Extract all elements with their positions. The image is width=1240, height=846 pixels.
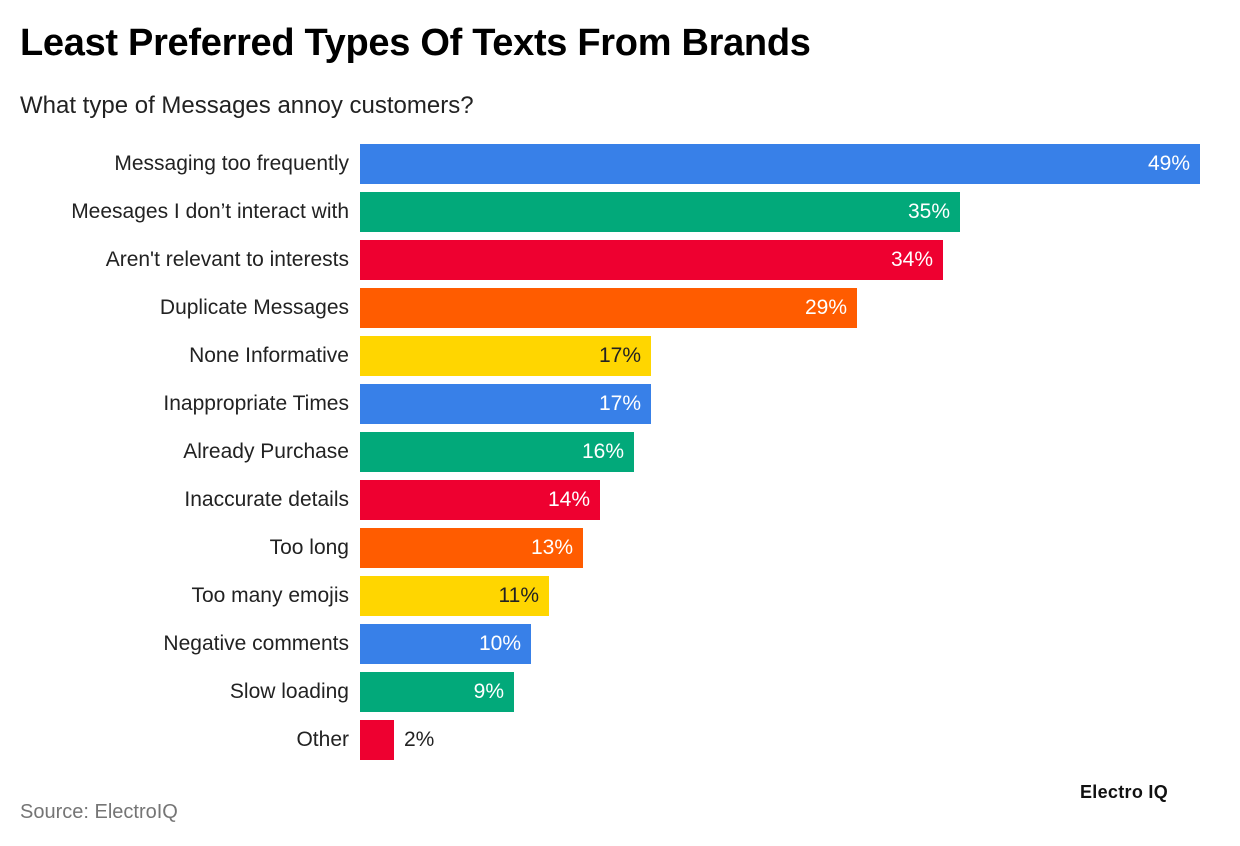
bar	[360, 336, 651, 376]
bar-row: Too many emojis 11%	[0, 576, 1240, 616]
bar-value: 10%	[478, 632, 521, 655]
bar-row: Duplicate Messages 29%	[0, 288, 1240, 328]
chart-title: Least Preferred Types Of Texts From Bran…	[20, 22, 811, 64]
bar-value: 16%	[581, 440, 624, 463]
bar-row: Aren't relevant to interests 34%	[0, 240, 1240, 280]
bar-value: 14%	[547, 488, 590, 511]
bar-row: None Informative 17%	[0, 336, 1240, 376]
bar-label: Meesages I don’t interact with	[71, 200, 349, 223]
bar	[360, 720, 394, 760]
bar-row: Slow loading 9%	[0, 672, 1240, 712]
source-note: Source: ElectroIQ	[20, 801, 178, 823]
bar-label: None Informative	[189, 344, 349, 367]
bar-row: Negative comments 10%	[0, 624, 1240, 664]
bar	[360, 528, 583, 568]
bar-value: 34%	[890, 248, 933, 271]
bar-value: 11%	[498, 584, 539, 607]
bar	[360, 624, 531, 664]
bar-label: Slow loading	[229, 680, 349, 703]
bar-row: Messaging too frequently 49%	[0, 144, 1240, 184]
bar	[360, 192, 960, 232]
bar-value: 17%	[598, 344, 641, 367]
bar-label: Messaging too frequently	[114, 152, 349, 175]
bar-row: Inappropriate Times 17%	[0, 384, 1240, 424]
bar	[360, 144, 1200, 184]
bar-label: Too long	[269, 536, 349, 559]
bar	[360, 672, 514, 712]
bar-label: Aren't relevant to interests	[105, 248, 349, 271]
bar-value: 9%	[473, 680, 504, 703]
bar	[360, 480, 600, 520]
bar-label: Other	[296, 728, 349, 751]
bar-row: Already Purchase 16%	[0, 432, 1240, 472]
chart-subtitle: What type of Messages annoy customers?	[20, 92, 474, 119]
bar-value: 29%	[804, 296, 847, 319]
bar	[360, 240, 943, 280]
bar-label: Already Purchase	[183, 440, 349, 463]
bar-row: Inaccurate details 14%	[0, 480, 1240, 520]
bar-row: Other 2%	[0, 720, 1240, 760]
bar-value: 17%	[598, 392, 641, 415]
bar	[360, 288, 857, 328]
bar-row: Meesages I don’t interact with 35%	[0, 192, 1240, 232]
bar-label: Negative comments	[163, 632, 349, 655]
bar-label: Duplicate Messages	[159, 296, 349, 319]
bar	[360, 384, 651, 424]
bar-label: Too many emojis	[191, 584, 349, 607]
bar	[360, 576, 549, 616]
brand-logo: Electro IQ	[1080, 782, 1169, 802]
bar-value: 13%	[530, 536, 573, 559]
bar-value: 35%	[907, 200, 950, 223]
bar-value: 2%	[404, 728, 435, 751]
bar-row: Too long 13%	[0, 528, 1240, 568]
bar-label: Inaccurate details	[184, 488, 349, 511]
bar-value: 49%	[1147, 152, 1190, 175]
bar-label: Inappropriate Times	[163, 392, 349, 415]
bar	[360, 432, 634, 472]
